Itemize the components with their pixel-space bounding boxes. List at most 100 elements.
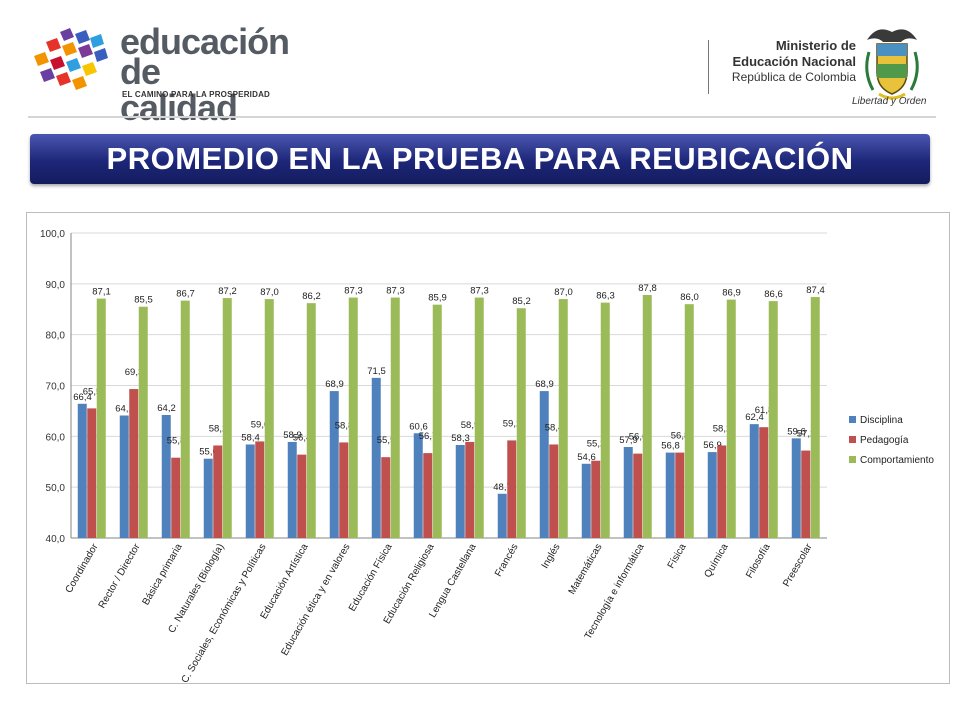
data-label: 58,4 (545, 422, 564, 433)
x-tick-label: C. Sociales, Económicas y Políticas (180, 542, 269, 683)
x-tick-label: Lengua Castellana (427, 542, 478, 620)
data-label: 58,2 (209, 423, 228, 434)
data-label: 55,9 (377, 435, 396, 446)
data-label: 87,3 (386, 286, 405, 297)
x-tick-label: Matemáticas (567, 542, 605, 597)
coat-of-arms-icon (865, 29, 919, 100)
data-label: 55,8 (167, 436, 186, 447)
data-label: 58,2 (713, 423, 732, 434)
data-label: 58,3 (451, 433, 470, 444)
data-label: 56,8 (661, 441, 680, 452)
data-label: 68,9 (325, 379, 344, 390)
bar-comportamiento (306, 303, 316, 538)
data-label: 87,0 (554, 287, 573, 298)
x-tick-label: Inglés (540, 542, 563, 571)
data-label: 59,0 (251, 419, 270, 430)
bar-comportamiento (432, 304, 442, 538)
data-label: 87,3 (344, 286, 363, 297)
x-tick-label: Filosofía (744, 542, 773, 581)
y-tick-label: 90,0 (46, 280, 66, 291)
x-tick-label: Química (702, 542, 730, 580)
ministry-line1: Ministerio de (775, 38, 856, 53)
bar-disciplina (77, 403, 87, 538)
data-label: 68,9 (535, 379, 554, 390)
bar-disciplina (371, 377, 381, 538)
bar-comportamiento (222, 298, 232, 538)
bar-chart: 40,0 50,0 60,0 70,0 80,0 90,0 100,0 66,465,5 87,… (40, 229, 934, 683)
data-label: 56,7 (419, 431, 438, 442)
bar-comportamiento (684, 304, 694, 538)
bar-pedagogia (633, 453, 643, 538)
y-tick-label: 100,0 (40, 229, 65, 240)
data-label: 86,2 (302, 291, 321, 302)
x-tick-label: Educación Artística (259, 542, 311, 622)
bar-comportamiento (390, 297, 400, 538)
data-label: 56,8 (671, 431, 690, 442)
data-label: 86,6 (764, 289, 783, 300)
bar-pedagogia (87, 408, 97, 538)
data-label: 85,5 (134, 295, 153, 306)
data-label: 86,9 (722, 288, 741, 299)
y-tick-label: 40,0 (46, 534, 66, 545)
data-label: 60,6 (409, 421, 428, 432)
data-label: 64,1 (115, 403, 134, 414)
crest-caption: Libertad y Orden (852, 96, 927, 107)
ministry-name: Ministerio de Educación Nacional Repúbli… (716, 38, 856, 85)
brand-logo: educación de calidad EL CAMINO PARA LA P… (30, 22, 290, 126)
bar-disciplina (539, 391, 549, 538)
y-tick-label: 50,0 (46, 483, 66, 494)
bar-pedagogia (507, 440, 517, 538)
data-label: 66,4 (73, 392, 92, 403)
data-label: 86,3 (596, 291, 615, 302)
brand-tagline: EL CAMINO PARA LA PROSPERIDAD (122, 90, 271, 99)
data-label: 87,0 (260, 287, 279, 298)
data-label: 61,8 (755, 405, 774, 416)
bar-comportamiento (558, 299, 568, 538)
data-label: 56,6 (629, 432, 648, 443)
bar-comportamiento (348, 297, 358, 538)
title-banner: PROMEDIO EN LA PRUEBA PARA REUBICACIÓN (30, 134, 930, 184)
bar-pedagogia (381, 457, 391, 538)
bar-comportamiento (810, 297, 820, 538)
bar-pedagogia (255, 441, 265, 538)
header-separator (28, 116, 936, 118)
chart-frame: 40,0 50,0 60,0 70,0 80,0 90,0 100,0 66,4 65,5 87,… (26, 212, 950, 684)
bar-disciplina (791, 438, 801, 538)
bar-disciplina (329, 391, 339, 538)
x-tick-label: Rector / Director (97, 541, 143, 610)
data-label: 87,8 (638, 283, 657, 294)
y-tick-label: 70,0 (46, 382, 66, 393)
data-label: 86,7 (176, 289, 195, 300)
bar-pedagogia (213, 445, 223, 538)
x-tick-label: Coordinador (64, 541, 101, 595)
bar-disciplina (581, 463, 591, 538)
bar-disciplina (623, 447, 633, 538)
data-label: 86,0 (680, 292, 699, 303)
page-title: PROMEDIO EN LA PRUEBA PARA REUBICACIÓN (106, 141, 854, 176)
data-label: 55,2 (587, 439, 606, 450)
header-divider (708, 40, 709, 94)
bar-pedagogia (591, 460, 601, 538)
bar-disciplina (497, 493, 507, 538)
bar-pedagogia (465, 441, 475, 538)
x-tick-label: Educación Física (347, 542, 395, 614)
legend-item: Comportamiento (860, 455, 934, 466)
bar-comportamiento (138, 306, 148, 538)
bar-disciplina (413, 433, 423, 538)
x-tick-label: Francés (493, 542, 521, 579)
bar-pedagogia (717, 445, 727, 538)
data-label: 87,4 (806, 285, 825, 296)
bar-comportamiento (516, 308, 526, 538)
data-label: 54,6 (577, 452, 596, 463)
bar-pedagogia (129, 389, 139, 538)
data-label: 87,1 (92, 287, 111, 298)
bar-pedagogia (801, 450, 811, 538)
x-tick-label: Física (666, 542, 689, 571)
bar-pedagogia (675, 452, 685, 538)
bar-comportamiento (642, 295, 652, 538)
y-tick-label: 80,0 (46, 331, 66, 342)
data-label: 65,5 (83, 386, 102, 397)
bar-comportamiento (264, 299, 274, 538)
data-label: 85,2 (512, 296, 531, 307)
data-label: 59,6 (787, 426, 806, 437)
